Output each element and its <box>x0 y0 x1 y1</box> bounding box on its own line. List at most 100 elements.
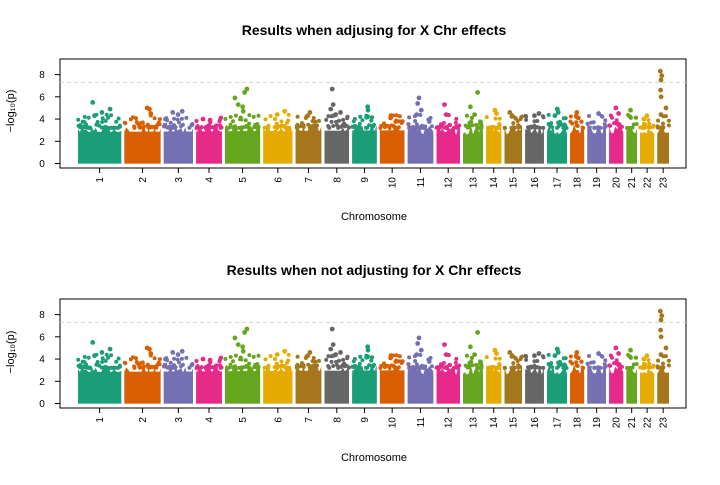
snp-point <box>469 115 474 120</box>
snp-peak-point <box>657 68 663 74</box>
snp-peak-point <box>658 112 664 117</box>
snp-peak-point <box>552 113 558 119</box>
snp-peak-point <box>555 110 561 115</box>
snp-peak-point <box>305 113 311 119</box>
snp-point <box>347 365 351 370</box>
snp-point <box>109 353 114 358</box>
snp-peak-point <box>494 351 499 356</box>
snp-peak-point <box>658 77 664 83</box>
snp-point <box>148 364 153 369</box>
snp-peak-point <box>92 353 97 359</box>
chromosome-9-points <box>350 344 377 404</box>
x-tick-label: 11 <box>416 417 427 428</box>
x-tick-label: 8 <box>332 177 343 183</box>
snp-point <box>519 355 524 360</box>
snp-point <box>247 126 252 130</box>
snp-point <box>337 118 342 123</box>
snp-point <box>555 125 560 130</box>
snp-peak-point <box>338 350 343 355</box>
chromosome-21-band-core <box>626 372 637 404</box>
snp-point <box>113 125 118 130</box>
snp-point <box>233 113 238 118</box>
x-tick-label: 1 <box>95 417 106 423</box>
snp-point <box>491 364 496 369</box>
snp-point <box>574 360 579 365</box>
chromosome-18-points <box>568 110 586 164</box>
snp-point <box>187 125 192 130</box>
chromosome-12-points <box>434 342 462 404</box>
snp-point <box>382 121 386 126</box>
plot-frame <box>59 58 687 169</box>
snp-point <box>415 365 420 370</box>
snp-peak-point <box>658 94 664 100</box>
x-tick-label: 9 <box>360 417 371 423</box>
chromosome-15-points <box>502 110 524 164</box>
snp-point <box>313 119 318 124</box>
snp-point <box>418 113 423 117</box>
snp-point <box>134 356 138 361</box>
snp-point <box>283 125 288 130</box>
snp-peak-point <box>418 347 424 353</box>
snp-point <box>209 125 214 130</box>
snp-point <box>104 112 109 117</box>
x-tick-label: 20 <box>612 417 623 429</box>
snp-point <box>114 119 119 124</box>
snp-point <box>541 114 545 119</box>
snp-point <box>327 125 332 130</box>
snp-point <box>509 125 514 130</box>
snp-point <box>469 355 474 360</box>
snp-point <box>666 123 671 128</box>
x-tick-label: 16 <box>530 417 541 429</box>
snp-point <box>407 355 412 360</box>
y-tick-label: 8 <box>39 70 45 81</box>
chromosome-19-band-core <box>587 373 607 404</box>
snp-point <box>447 362 452 367</box>
snp-point <box>244 124 249 129</box>
snp-point <box>516 125 521 130</box>
chromosome-4-band-core <box>196 131 222 164</box>
snp-point <box>194 126 199 130</box>
snp-point <box>532 359 537 364</box>
x-tick-label: 20 <box>612 177 623 189</box>
snp-point <box>575 364 580 368</box>
snp-peak-point <box>240 104 246 110</box>
snp-point <box>163 357 168 362</box>
snp-point <box>633 115 638 120</box>
snp-peak-point <box>147 106 152 112</box>
snp-point <box>334 119 339 124</box>
snp-peak-point <box>659 73 665 79</box>
snp-point <box>634 122 639 126</box>
snp-peak-point <box>99 110 105 115</box>
snp-point <box>352 117 357 121</box>
snp-point <box>630 365 635 370</box>
chromosome-23-points <box>655 308 671 404</box>
snp-point <box>162 122 167 127</box>
snp-point <box>497 356 502 361</box>
snp-point <box>407 115 412 120</box>
y-tick-label: 0 <box>39 159 45 170</box>
snp-point <box>406 362 411 367</box>
snp-point <box>382 361 386 366</box>
y-tick-label: 4 <box>39 355 45 366</box>
snp-point <box>294 363 299 368</box>
chromosome-23-points <box>655 68 671 164</box>
snp-point <box>355 365 360 370</box>
snp-peak-point <box>616 351 621 356</box>
snp-point <box>171 366 175 370</box>
snp-point <box>263 117 268 122</box>
snp-point <box>132 364 137 369</box>
snp-point <box>295 354 300 359</box>
snp-point <box>244 364 249 369</box>
snp-point <box>100 120 105 124</box>
chromosome-10-points <box>378 353 405 404</box>
snp-point <box>367 123 372 128</box>
snp-point <box>614 361 619 366</box>
snp-point <box>497 116 502 121</box>
snp-point <box>217 363 222 368</box>
chromosome-6-points <box>262 108 293 164</box>
chromosome-10-band-core <box>379 370 405 404</box>
snp-point <box>247 353 252 358</box>
snp-peak-point <box>658 334 664 340</box>
snp-point <box>286 118 291 123</box>
chromosome-19-band-core <box>587 133 607 164</box>
